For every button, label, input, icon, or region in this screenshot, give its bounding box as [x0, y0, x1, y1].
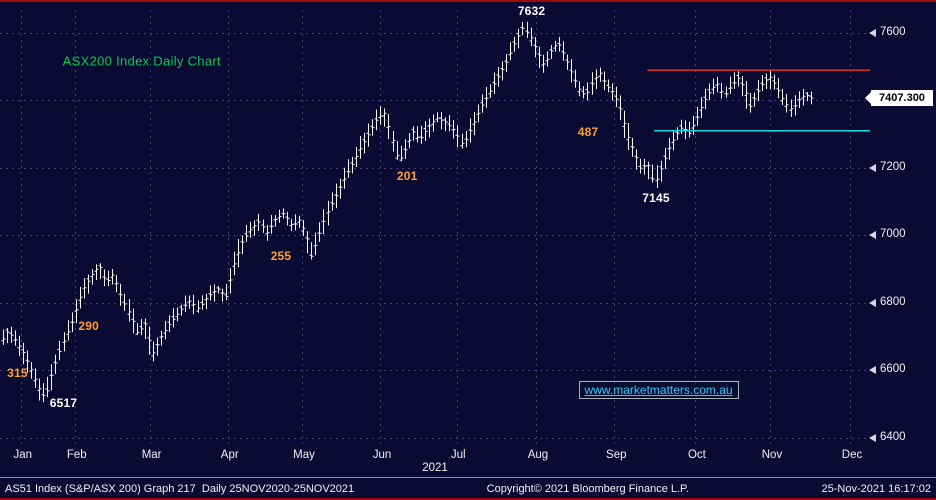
support-resistance-lines [647, 69, 870, 132]
y-tick-arrow-icon [869, 28, 876, 37]
statusbar-ticker-info: AS51 Index (S&P/ASX 200) Graph 217 Daily… [5, 482, 355, 495]
ohlc-bars [1, 21, 814, 403]
low-label-7145: 7145 [642, 190, 670, 205]
x-month-label-aug: Aug [527, 449, 549, 461]
statusbar-separator [0, 477, 936, 478]
x-month-label-mar: Mar [141, 449, 162, 461]
status-bar: AS51 Index (S&P/ASX 200) Graph 217 Daily… [0, 479, 936, 498]
x-month-label-may: May [293, 449, 315, 461]
price-chart [0, 10, 870, 446]
pullback-label-201: 201 [396, 169, 418, 184]
pullback-label-315: 315 [7, 365, 28, 380]
last-price-tag: 7407.300 [865, 89, 933, 106]
gridlines [0, 10, 870, 446]
pullback-label-255: 255 [270, 249, 292, 263]
x-month-label-oct: Oct [687, 449, 706, 461]
y-tick-arrow-icon [869, 163, 876, 172]
y-tick-label-6800: 6800 [880, 295, 906, 308]
y-tick-arrow-icon [869, 366, 876, 375]
x-month-label-dec: Dec [841, 449, 863, 461]
x-month-label-jul: Jul [450, 449, 466, 461]
high-label-7632: 7632 [517, 4, 546, 19]
x-month-label-sep: Sep [606, 449, 627, 461]
top-border-line [0, 0, 936, 2]
y-tick-label-6600: 6600 [880, 363, 906, 376]
statusbar-timestamp: 25-Nov-2021 16:17:02 [821, 482, 931, 495]
pullback-label-487: 487 [577, 124, 599, 139]
y-tick-label-7200: 7200 [880, 160, 906, 173]
x-axis-year-label: 2021 [422, 462, 448, 474]
bottom-border-line [0, 498, 936, 500]
x-month-label-nov: Nov [761, 449, 783, 461]
low-label-6517: 6517 [49, 396, 78, 411]
x-month-label-jun: Jun [372, 449, 392, 461]
y-tick-label-6400: 6400 [880, 430, 906, 443]
x-month-label-feb: Feb [66, 449, 87, 461]
y-tick-arrow-icon [869, 231, 876, 240]
y-tick-label-7000: 7000 [880, 228, 906, 241]
y-tick-arrow-icon [869, 298, 876, 307]
x-month-label-apr: Apr [220, 449, 239, 461]
y-tick-label-7600: 7600 [880, 25, 906, 38]
y-tick-arrow-icon [869, 433, 876, 442]
chart-title: ASX200 Index Daily Chart [62, 53, 221, 69]
marketmatters-link[interactable]: www.marketmatters.com.au [578, 380, 739, 399]
statusbar-copyright: Copyright© 2021 Bloomberg Finance L.P. [486, 482, 690, 495]
x-month-label-jan: Jan [13, 449, 33, 461]
pullback-label-290: 290 [78, 319, 100, 334]
